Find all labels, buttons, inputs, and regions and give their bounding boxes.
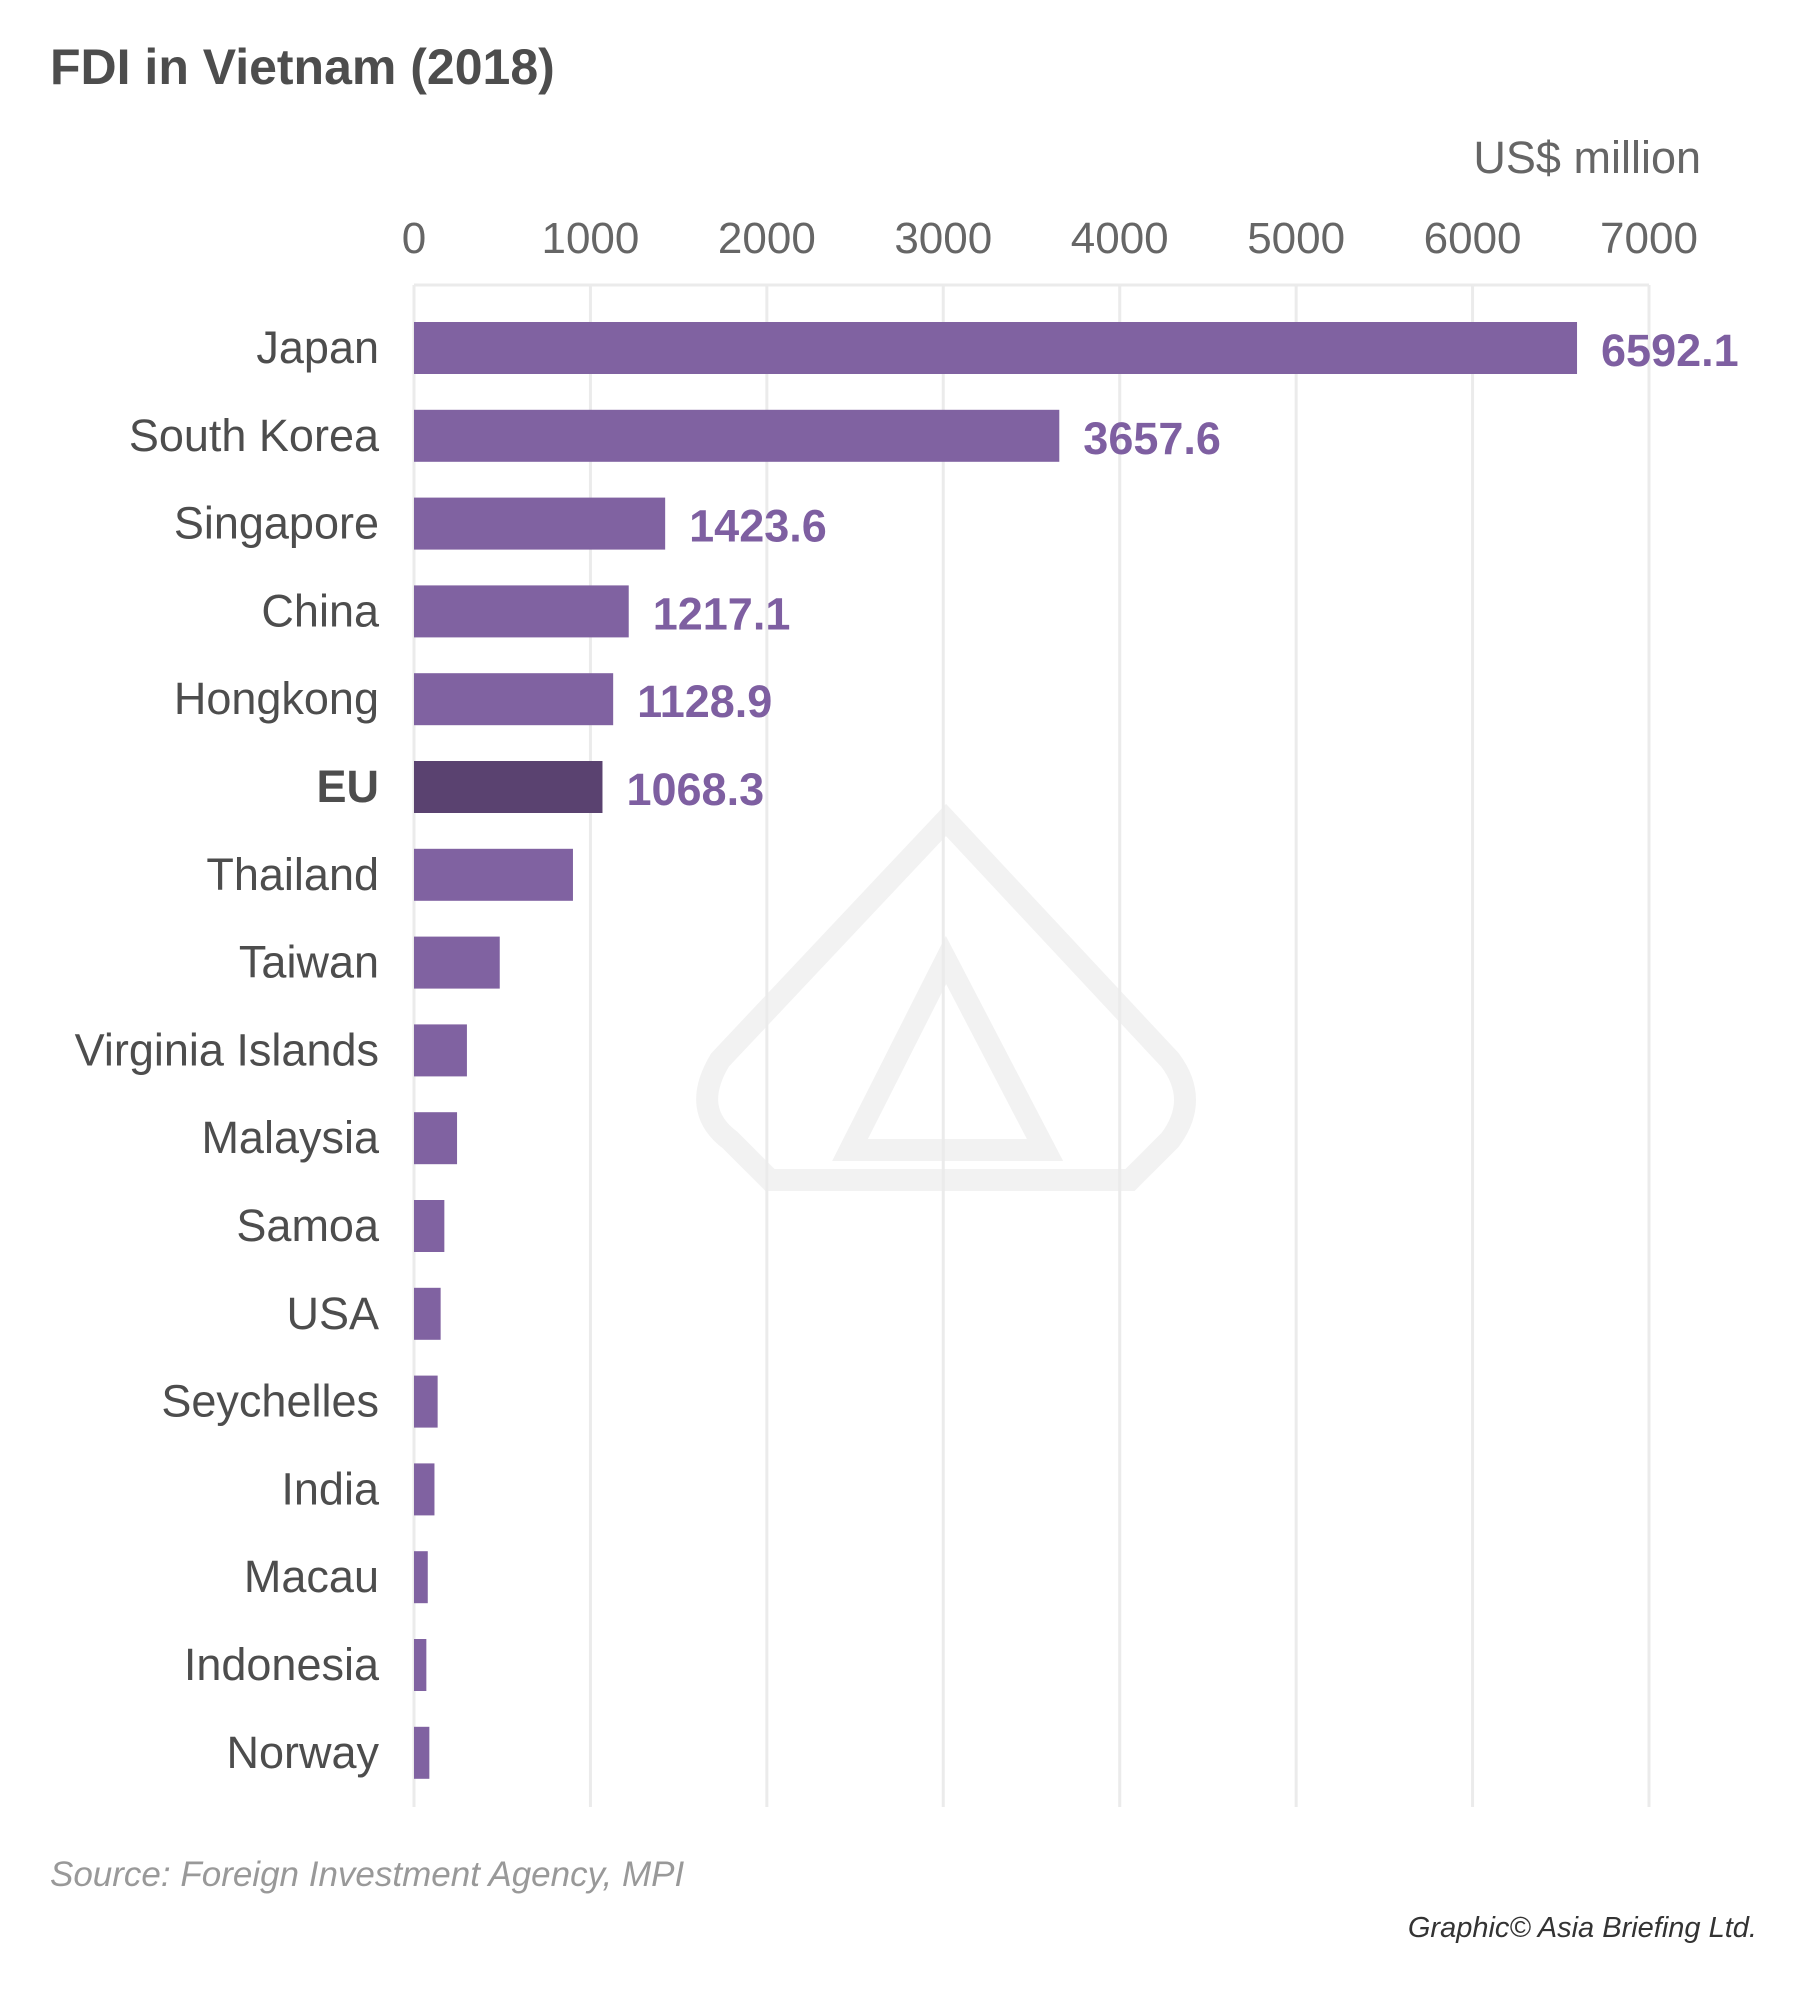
x-tick-label: 1000 (541, 214, 639, 263)
unit-label: US$ million (1473, 132, 1701, 183)
bar-norway (414, 1726, 430, 1779)
watermark-logo (696, 803, 1196, 1191)
category-label: EU (316, 761, 379, 812)
category-label: Hongkong (174, 673, 379, 724)
bar-hongkong (414, 673, 614, 726)
bar-malaysia (414, 1112, 458, 1165)
bar-macau (414, 1551, 428, 1604)
category-label: South Korea (129, 410, 380, 461)
category-label: USA (286, 1288, 379, 1339)
bar-usa (414, 1287, 441, 1340)
category-label: Japan (256, 322, 379, 373)
bar-south-korea (414, 409, 1060, 462)
category-label: Thailand (206, 849, 379, 900)
category-label: Malaysia (201, 1112, 380, 1163)
bar-virginia-islands (414, 1024, 467, 1077)
data-label: 1423.6 (689, 501, 827, 552)
category-label: Indonesia (184, 1639, 380, 1690)
data-label: 1217.1 (653, 588, 791, 639)
bar-india (414, 1463, 435, 1516)
category-label: Taiwan (239, 937, 379, 988)
bar-thailand (414, 848, 573, 901)
bar-samoa (414, 1200, 445, 1252)
x-tick-label: 7000 (1600, 214, 1698, 263)
category-label: Norway (226, 1727, 379, 1778)
bar-singapore (414, 497, 666, 550)
data-label: 1068.3 (626, 764, 764, 815)
category-label: India (281, 1463, 380, 1514)
data-label: 1128.9 (637, 676, 772, 727)
data-label: 6592.1 (1601, 325, 1739, 376)
chart-title: FDI in Vietnam (2018) (50, 39, 555, 95)
x-tick-label: 2000 (718, 214, 816, 263)
category-label: Samoa (236, 1200, 380, 1251)
bar-taiwan (414, 936, 500, 989)
x-tick-label: 6000 (1424, 214, 1522, 263)
category-label: Seychelles (161, 1376, 379, 1427)
x-tick-label: 4000 (1071, 214, 1169, 263)
credit-note: Graphic© Asia Briefing Ltd. (1407, 1912, 1757, 1944)
source-note: Source: Foreign Investment Agency, MPI (50, 1855, 685, 1894)
category-label: Singapore (174, 498, 379, 549)
x-tick-label: 3000 (894, 214, 992, 263)
category-label: China (261, 585, 380, 636)
bar-indonesia (414, 1639, 427, 1691)
x-tick-label: 0 (402, 214, 426, 263)
bar-china (414, 585, 629, 638)
category-label: Macau (244, 1551, 379, 1602)
bar-eu (414, 761, 603, 813)
bar-japan (414, 322, 1578, 374)
category-label: Virginia Islands (75, 1024, 379, 1075)
x-tick-label: 5000 (1247, 214, 1345, 263)
bar-seychelles (414, 1375, 438, 1428)
data-label: 3657.6 (1083, 413, 1221, 464)
